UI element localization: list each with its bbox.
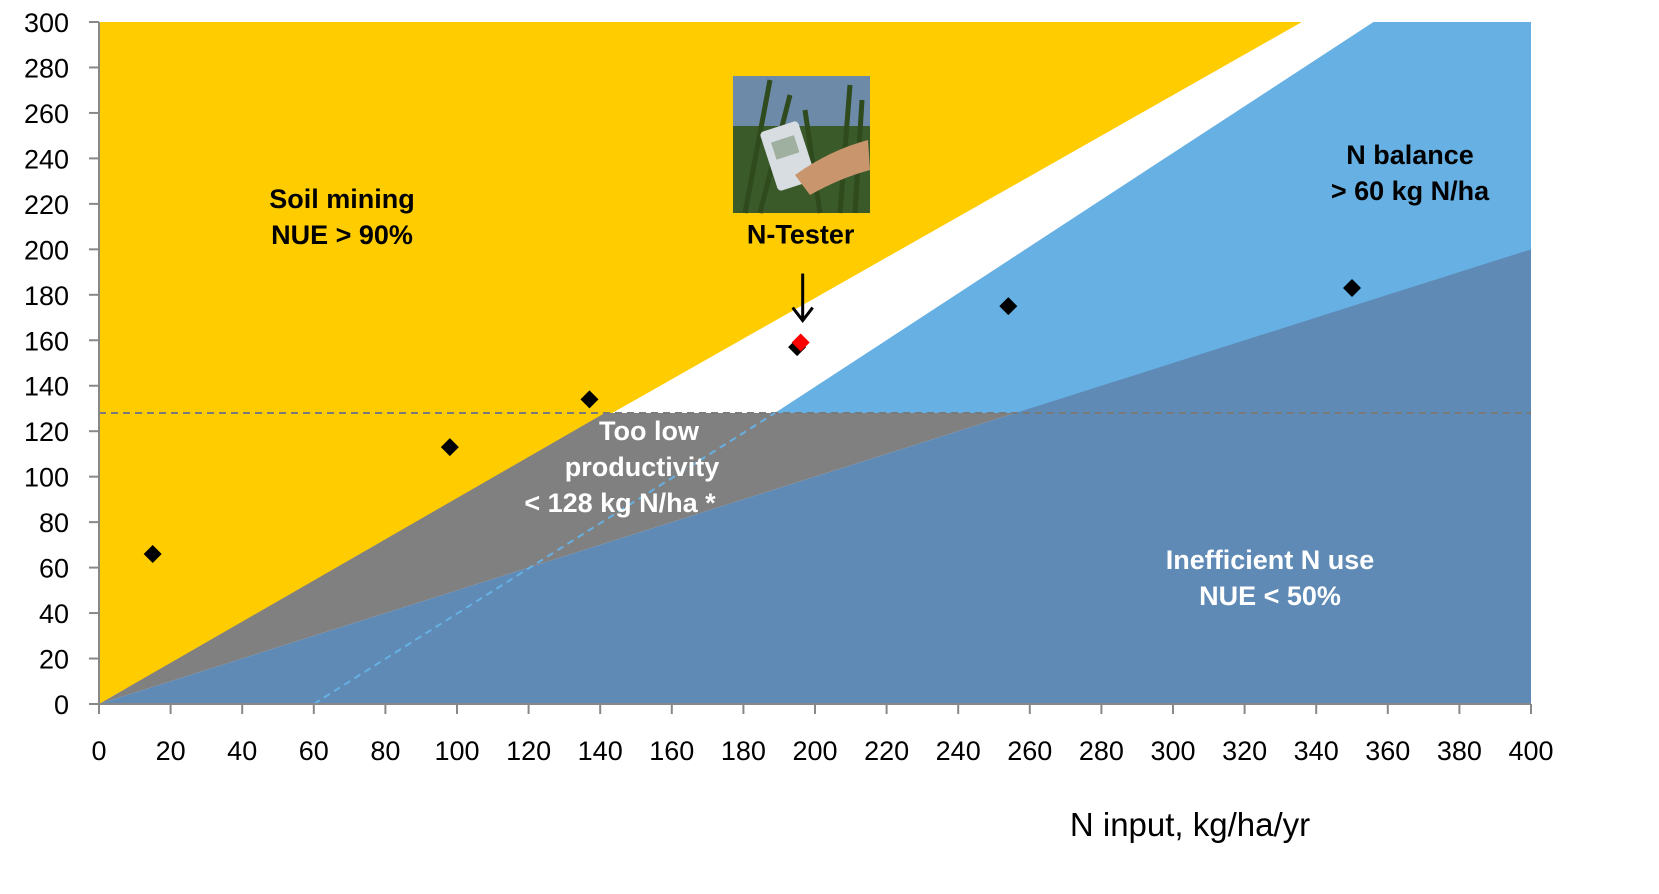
x-tick-label: 100 xyxy=(434,736,479,766)
x-tick-label: 320 xyxy=(1222,736,1267,766)
x-tick-label: 260 xyxy=(1007,736,1052,766)
y-tick-label: 300 xyxy=(24,8,69,38)
y-tick-label: 200 xyxy=(24,235,69,265)
x-tick-label: 400 xyxy=(1508,736,1553,766)
x-tick-label: 380 xyxy=(1437,736,1482,766)
x-tick-label: 120 xyxy=(506,736,551,766)
inefficient-label: Inefficient N use xyxy=(1166,545,1375,575)
n-balance-value-label: > 60 kg N/ha xyxy=(1331,176,1490,206)
n-tester-arrow-head xyxy=(791,306,814,324)
data-point xyxy=(580,390,599,409)
x-tick-label: 360 xyxy=(1365,736,1410,766)
x-tick-label: 340 xyxy=(1294,736,1339,766)
data-point xyxy=(440,438,459,457)
n-balance-dashed-extension xyxy=(313,412,776,705)
y-tick-label: 40 xyxy=(39,599,69,629)
productivity-threshold-label: < 128 kg N/ha * xyxy=(524,488,716,518)
y-tick-label: 220 xyxy=(24,190,69,220)
n-tester-photo xyxy=(733,76,870,214)
y-tick-label: 240 xyxy=(24,144,69,174)
soil-mining-label: Soil mining xyxy=(269,184,415,214)
x-tick-label: 60 xyxy=(299,736,329,766)
y-tick-label: 140 xyxy=(24,372,69,402)
too-low-label: Too low xyxy=(599,416,700,446)
x-tick-label: 300 xyxy=(1150,736,1195,766)
too-low-productivity-zone xyxy=(99,413,1016,704)
y-tick-label: 180 xyxy=(24,281,69,311)
x-axis-title: N input, kg/ha/yr xyxy=(1070,806,1310,843)
y-tick-label: 160 xyxy=(24,326,69,356)
data-point xyxy=(999,297,1018,316)
y-tick-label: 100 xyxy=(24,463,69,493)
y-tick-label: 280 xyxy=(24,53,69,83)
x-tick-label: 0 xyxy=(91,736,106,766)
data-point xyxy=(143,544,162,563)
productivity-label: productivity xyxy=(565,452,720,482)
axis-ticks: 0 20 40 60 80 100 120 140 160 180 200 220 240 260 280 3… xyxy=(24,8,1554,766)
n-balance-label: N balance xyxy=(1346,140,1474,170)
y-tick-label: 120 xyxy=(24,417,69,447)
x-tick-label: 180 xyxy=(721,736,766,766)
inefficient-n-use-zone xyxy=(99,249,1531,705)
x-tick-label: 20 xyxy=(156,736,186,766)
x-tick-label: 40 xyxy=(227,736,257,766)
x-tick-label: 200 xyxy=(792,736,837,766)
inefficient-nue-label: NUE < 50% xyxy=(1199,581,1341,611)
x-tick-label: 240 xyxy=(936,736,981,766)
n-tester-point xyxy=(791,333,810,352)
y-tick-label: 60 xyxy=(39,554,69,584)
y-tick-label: 260 xyxy=(24,99,69,129)
soil-mining-nue-label: NUE > 90% xyxy=(271,220,413,250)
data-point xyxy=(1343,278,1361,297)
x-tick-label: 160 xyxy=(649,736,694,766)
y-tick-label: 0 xyxy=(54,690,69,720)
data-points xyxy=(143,278,1361,563)
x-tick-label: 80 xyxy=(370,736,400,766)
x-tick-label: 220 xyxy=(864,736,909,766)
x-tick-label: 280 xyxy=(1079,736,1124,766)
x-tick-label: 140 xyxy=(578,736,623,766)
y-tick-label: 20 xyxy=(39,645,69,675)
n-tester-label: N-Tester xyxy=(747,220,855,250)
y-tick-label: 80 xyxy=(39,508,69,538)
